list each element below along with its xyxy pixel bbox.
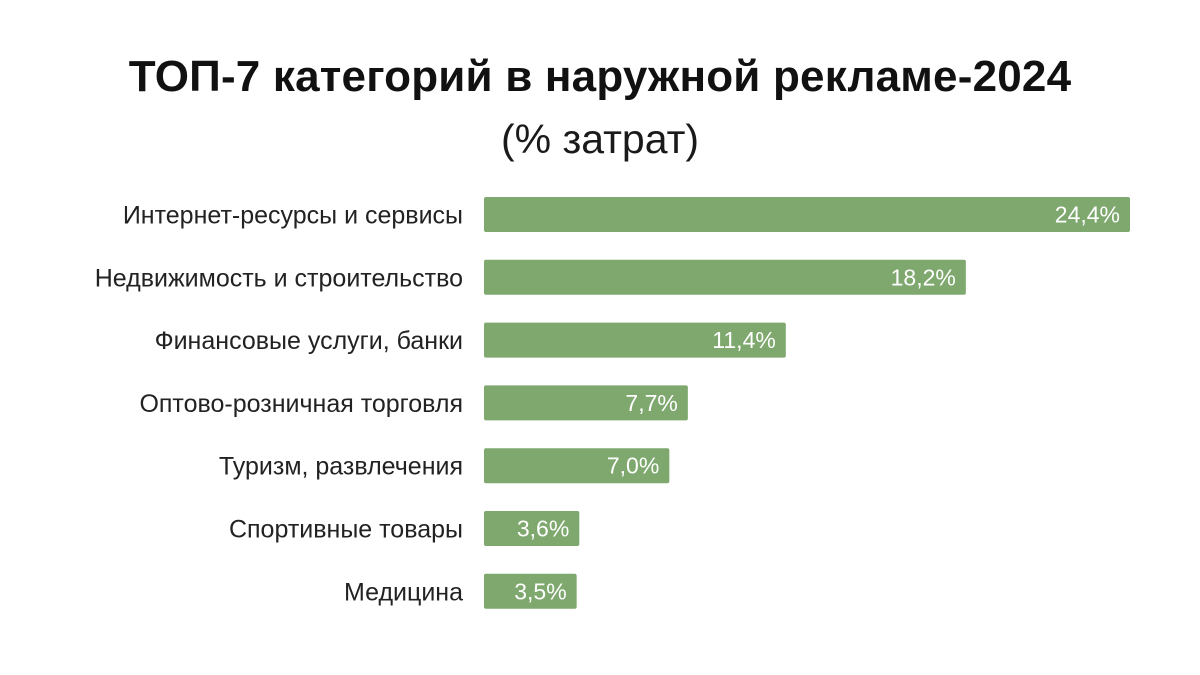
bar xyxy=(484,197,1130,232)
category-label: Интернет-ресурсы и сервисы xyxy=(123,202,463,230)
value-label: 3,6% xyxy=(517,516,569,542)
value-label: 24,4% xyxy=(1055,202,1120,228)
bar xyxy=(484,322,786,358)
value-label: 3,5% xyxy=(514,578,566,604)
chart-subtitle: (% затрат) xyxy=(500,116,700,162)
category-label: Спортивные товары xyxy=(229,516,463,544)
bar xyxy=(484,259,966,295)
value-label: 7,7% xyxy=(625,390,677,416)
bar xyxy=(484,385,688,421)
chart-title: ТОП-7 категорий в наружной рекламе-2024 xyxy=(128,52,1072,101)
category-label: Медицина xyxy=(344,578,463,606)
value-label: 11,4% xyxy=(712,327,776,353)
category-label: Недвижимость и строительство xyxy=(95,264,463,292)
value-label: 7,0% xyxy=(607,453,659,479)
category-label: Оптово-розничная торговля xyxy=(139,390,463,418)
bar xyxy=(484,573,577,609)
bar xyxy=(484,448,670,484)
category-label: Туризм, развлечения xyxy=(219,453,463,481)
category-label: Финансовые услуги, банки xyxy=(155,327,463,355)
bar xyxy=(484,511,580,546)
value-label: 18,2% xyxy=(891,264,956,290)
